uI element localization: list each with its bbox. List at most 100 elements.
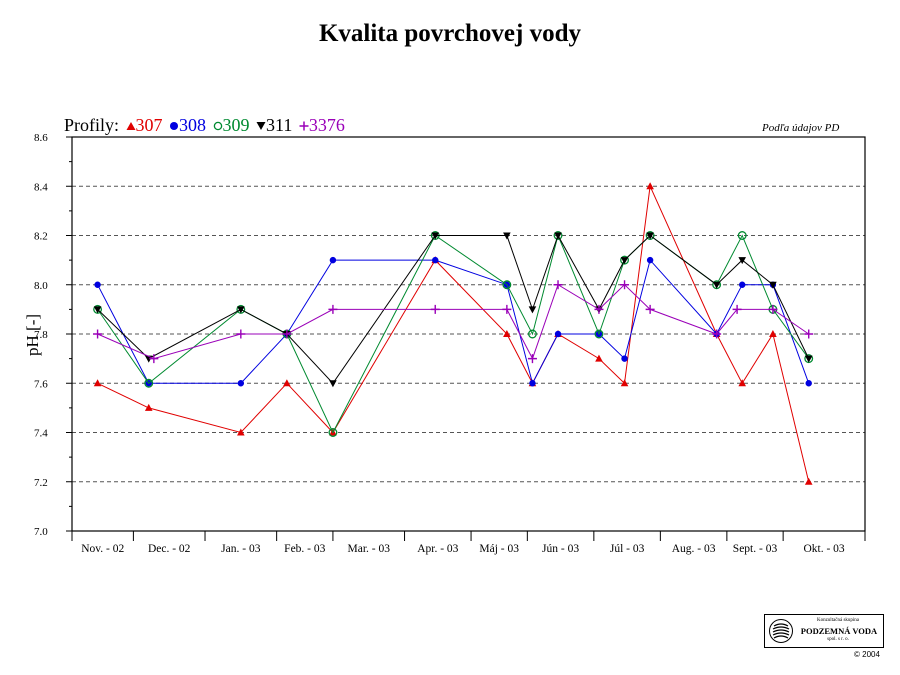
data-point-309 bbox=[144, 378, 154, 388]
data-point-311 bbox=[329, 380, 337, 388]
data-point-307 bbox=[283, 379, 291, 387]
data-point-3376 bbox=[328, 304, 338, 314]
y-axis-label: pH [-] bbox=[23, 314, 42, 356]
source-note: Podľa údajov PD bbox=[762, 122, 840, 134]
series-line-3376 bbox=[97, 283, 809, 360]
data-point-3376 bbox=[645, 304, 655, 314]
data-point-3376 bbox=[282, 329, 292, 339]
data-point-308 bbox=[646, 256, 654, 264]
y-tick-label: 7.8 bbox=[34, 329, 48, 341]
y-tick-label: 7.4 bbox=[34, 428, 48, 440]
legend-title: Profily: bbox=[64, 115, 120, 135]
legend-marker-311 bbox=[256, 122, 266, 130]
x-tick-label: Jan. - 03 bbox=[221, 543, 261, 555]
data-point-3376 bbox=[553, 280, 563, 290]
data-point-3376 bbox=[93, 329, 103, 339]
logo-tagline: Konzultačná skupina bbox=[816, 618, 860, 623]
company-logo: Konzultačná skupina PODZEMNÁ VODA spol. … bbox=[764, 614, 884, 648]
data-point-307 bbox=[503, 330, 511, 337]
y-tick-label: 8.4 bbox=[34, 181, 48, 193]
legend-item-309: 309 bbox=[213, 115, 255, 135]
data-point-308 bbox=[237, 380, 245, 387]
data-point-309 bbox=[737, 231, 747, 240]
legend-marker-3376 bbox=[299, 121, 309, 131]
y-tick-label: 7.0 bbox=[34, 526, 48, 538]
data-point-308 bbox=[739, 281, 746, 288]
data-point-307 bbox=[738, 379, 747, 387]
data-point-308 bbox=[621, 355, 628, 362]
data-point-3376 bbox=[430, 304, 440, 314]
x-tick-label: Okt. - 03 bbox=[803, 543, 844, 555]
legend-label-3376: 3376 bbox=[308, 115, 345, 135]
data-point-3376 bbox=[712, 329, 722, 339]
y-tick-label: 7.2 bbox=[34, 477, 48, 489]
data-point-3376 bbox=[527, 354, 537, 364]
y-tick-label: 8.6 bbox=[34, 132, 48, 144]
data-point-307 bbox=[93, 379, 102, 387]
data-point-308 bbox=[529, 380, 536, 387]
logo-company-name: PODZEMNÁ VODA bbox=[800, 626, 878, 636]
data-point-311 bbox=[646, 232, 654, 240]
x-tick-label: Máj - 03 bbox=[479, 543, 519, 555]
legend-marker-307 bbox=[126, 122, 136, 130]
data-point-311 bbox=[738, 257, 747, 265]
legend-label-311: 311 bbox=[266, 115, 293, 135]
data-point-3376 bbox=[620, 280, 630, 290]
data-point-311 bbox=[93, 306, 102, 314]
logo-legal-form: spol. s r. o. bbox=[827, 637, 849, 642]
data-point-308 bbox=[805, 380, 812, 387]
data-point-311 bbox=[620, 257, 629, 265]
data-point-311 bbox=[431, 232, 440, 240]
x-tick-label: Mar. - 03 bbox=[347, 543, 390, 555]
chart-title: Kvalita povrchovej vody bbox=[318, 20, 582, 47]
data-point-308 bbox=[329, 256, 337, 264]
x-tick-label: Dec. - 02 bbox=[148, 543, 191, 555]
data-point-3376 bbox=[149, 354, 159, 364]
x-tick-label: Jún - 03 bbox=[542, 543, 579, 555]
legend-label-309: 309 bbox=[222, 115, 250, 135]
data-point-309 bbox=[528, 329, 537, 339]
data-point-3376 bbox=[502, 304, 512, 314]
data-point-311 bbox=[554, 232, 562, 240]
legend: Profily: 307 308 309 311 3376 bbox=[64, 115, 345, 136]
series-line-311 bbox=[97, 234, 810, 385]
data-point-3376 bbox=[732, 304, 742, 314]
copyright: © 2004 bbox=[854, 650, 880, 659]
data-point-307 bbox=[237, 428, 245, 436]
x-tick-label: Feb. - 03 bbox=[284, 543, 325, 555]
data-point-308 bbox=[554, 330, 562, 338]
data-point-307 bbox=[804, 477, 813, 485]
data-point-3376 bbox=[236, 329, 246, 339]
data-point-311 bbox=[769, 281, 777, 289]
x-tick-label: Aug. - 03 bbox=[672, 543, 716, 555]
y-tick-label: 8.0 bbox=[34, 280, 48, 292]
logo-spiral-mark-icon bbox=[769, 619, 793, 643]
data-point-311 bbox=[237, 306, 245, 314]
legend-label-307: 307 bbox=[135, 115, 163, 135]
data-point-311 bbox=[528, 306, 537, 314]
data-point-311 bbox=[712, 281, 721, 289]
legend-marker-308 bbox=[170, 122, 179, 130]
legend-marker-309 bbox=[213, 121, 222, 131]
data-point-307 bbox=[620, 379, 629, 387]
data-point-311 bbox=[503, 232, 511, 240]
data-point-309 bbox=[594, 329, 604, 339]
legend-label-308: 308 bbox=[179, 115, 207, 135]
x-tick-label: Júl - 03 bbox=[610, 543, 645, 555]
y-tick-label: 7.6 bbox=[34, 378, 48, 390]
data-point-311 bbox=[804, 355, 813, 363]
series-line-308 bbox=[97, 259, 810, 385]
legend-item-308: 308 bbox=[169, 115, 211, 135]
x-tick-label: Nov. - 02 bbox=[81, 543, 124, 555]
data-point-3376 bbox=[594, 304, 604, 314]
data-point-307 bbox=[646, 182, 654, 190]
y-tick-label: 8.2 bbox=[34, 231, 48, 243]
legend-item-311: 311 bbox=[256, 115, 297, 135]
x-tick-label: Apr. - 03 bbox=[417, 543, 458, 555]
data-point-307 bbox=[769, 330, 777, 337]
data-point-309 bbox=[328, 428, 338, 437]
data-point-309 bbox=[502, 280, 512, 290]
x-tick-label: Sept. - 03 bbox=[733, 543, 778, 555]
data-point-3376 bbox=[804, 329, 814, 339]
